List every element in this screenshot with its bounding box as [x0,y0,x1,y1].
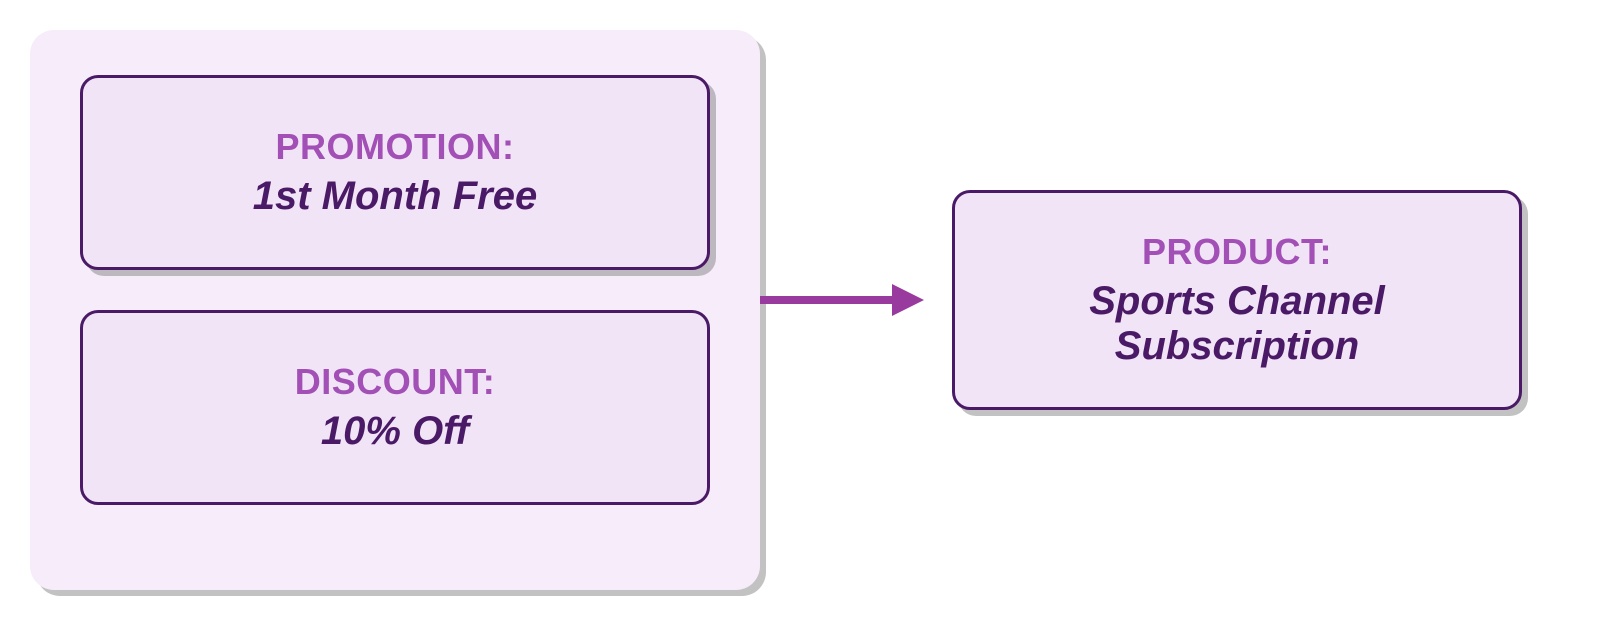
discount-label: DISCOUNT: [295,361,496,403]
arrow-container-to-product [740,260,960,340]
product-node: PRODUCT: Sports Channel Subscription [952,190,1522,410]
promotion-value: 1st Month Free [253,174,537,219]
promotion-node: PROMOTION: 1st Month Free [80,75,710,270]
product-label: PRODUCT: [1142,231,1332,273]
product-value: Sports Channel Subscription [985,279,1489,369]
discount-value: 10% Off [321,409,469,454]
discount-node: DISCOUNT: 10% Off [80,310,710,505]
promotion-label: PROMOTION: [276,126,515,168]
